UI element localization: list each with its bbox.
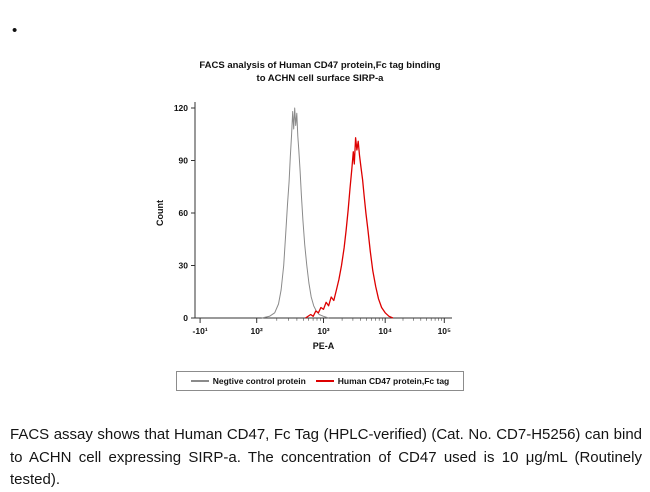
legend-item-negative-control: Negtive control protein (190, 375, 306, 386)
y-tick-60: 60 (179, 208, 189, 218)
x-tick-neg10: -10¹ (193, 326, 208, 336)
x-tick-1e2: 10² (251, 326, 263, 336)
cd47-line-swatch (315, 379, 334, 382)
y-tick-120: 120 (174, 103, 188, 113)
cd47-protein-curve (305, 136, 394, 319)
chart-title-line1: FACS analysis of Human CD47 protein,Fc t… (199, 60, 441, 71)
plot-area: 0 30 60 90 120 -10¹ 10² 10³ 10⁴ 10⁵ PE-A… (150, 90, 490, 363)
x-tick-1e5: 10⁵ (438, 326, 451, 336)
y-ticks (191, 107, 195, 319)
x-ticks (199, 317, 445, 323)
list-bullet: • (12, 22, 18, 39)
negative-control-line-swatch (190, 379, 209, 382)
y-axis-label: Count (155, 200, 165, 226)
y-tick-0: 0 (183, 313, 188, 323)
negative-control-curve (261, 107, 329, 319)
x-axis-label: PE-A (313, 341, 335, 351)
x-tick-1e3: 10³ (317, 326, 329, 336)
y-tick-30: 30 (179, 260, 189, 270)
figure-caption: FACS assay shows that Human CD47, Fc Tag… (10, 426, 642, 488)
chart-title: FACS analysis of Human CD47 protein,Fc t… (150, 60, 490, 86)
y-tick-90: 90 (179, 155, 189, 165)
legend-item-cd47: Human CD47 protein,Fc tag (315, 375, 450, 386)
legend-label-negative-control: Negtive control protein (212, 375, 306, 386)
facs-plot: 0 30 60 90 120 -10¹ 10² 10³ 10⁴ 10⁵ PE-A… (155, 101, 452, 351)
facs-figure: FACS analysis of Human CD47 protein,Fc t… (150, 60, 490, 391)
chart-title-line2: to ACHN cell surface SIRP-a (256, 72, 384, 84)
legend-label-cd47: Human CD47 protein,Fc tag (337, 375, 450, 386)
x-tick-1e4: 10⁴ (378, 326, 392, 336)
chart-legend: Negtive control protein Human CD47 prote… (176, 370, 464, 391)
minor-ticks (276, 317, 442, 321)
